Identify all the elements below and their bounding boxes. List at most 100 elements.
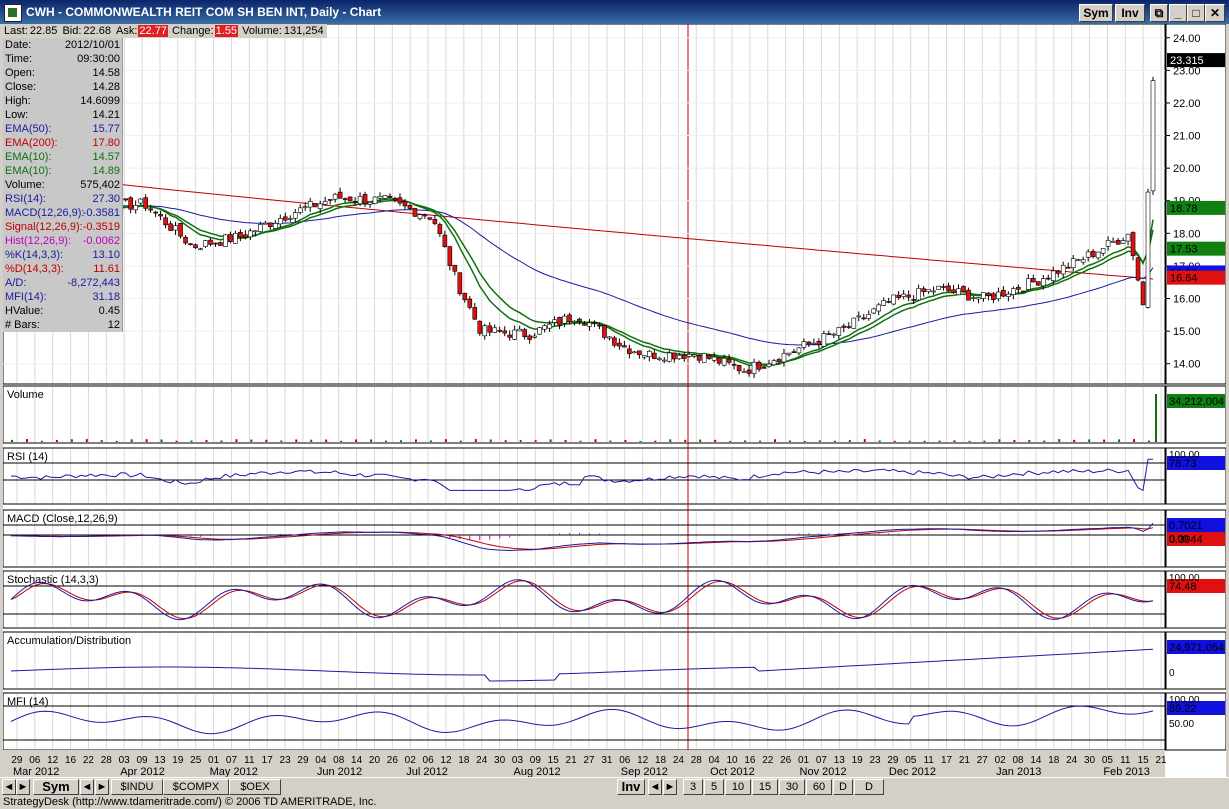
candle-body bbox=[532, 335, 537, 338]
price-tag-label: 16.64 bbox=[1170, 273, 1198, 285]
candle-body bbox=[302, 206, 308, 208]
price-tick-label: 18.00 bbox=[1173, 228, 1201, 240]
candle-body bbox=[911, 299, 916, 301]
period-60[interactable]: 60 bbox=[806, 779, 832, 795]
volume-bar bbox=[175, 440, 178, 442]
candle-body bbox=[617, 342, 622, 347]
chart-area[interactable]: 29 06 12 16 22 28 03 09 13 19 25 01 07 11 17 23 29 04 08 14… bbox=[2, 23, 1227, 778]
data-window-row: EMA(50): 15.77 bbox=[3, 122, 122, 136]
x-tick-label: 06 bbox=[29, 755, 41, 766]
close-icon[interactable]: ✕ bbox=[1205, 4, 1225, 22]
tab-prev-icon[interactable]: ◄ bbox=[80, 779, 94, 795]
x-tick-label: 12 bbox=[440, 755, 452, 766]
data-window-value: 14.58 bbox=[92, 67, 120, 79]
last-value: 22.85 bbox=[29, 25, 58, 37]
price-tick-label: 15.00 bbox=[1173, 326, 1201, 338]
candle-body bbox=[208, 239, 213, 245]
x-month-label: Mar 2012 bbox=[13, 766, 59, 778]
candle-body bbox=[1105, 240, 1111, 247]
candle-body bbox=[282, 216, 288, 221]
inv-button[interactable]: Inv bbox=[1115, 4, 1145, 22]
data-window-value: -0.3519 bbox=[82, 221, 120, 233]
volume-bar bbox=[1103, 439, 1106, 442]
tab-oex[interactable]: $OEX bbox=[229, 779, 281, 795]
candle-body bbox=[592, 321, 597, 324]
data-window-value: 0.45 bbox=[98, 305, 120, 317]
price-tick-label: 24.00 bbox=[1173, 33, 1201, 45]
data-window-label: High: bbox=[5, 95, 31, 107]
candle-body bbox=[831, 333, 837, 336]
x-tick-label: 14 bbox=[351, 755, 363, 766]
candle-body bbox=[786, 352, 792, 355]
panel-value: 0.3944 bbox=[1169, 534, 1203, 546]
x-tick-label: 18 bbox=[1048, 755, 1060, 766]
period-15[interactable]: 15 bbox=[752, 779, 778, 795]
tab-indu[interactable]: $INDU bbox=[111, 779, 163, 795]
candle-body bbox=[342, 198, 348, 200]
candle-body bbox=[1016, 286, 1021, 290]
chart-svg[interactable]: 29 06 12 16 22 28 03 09 13 19 25 01 07 11 17 23 29 04 08 14… bbox=[2, 23, 1227, 778]
minimize-icon[interactable]: _ bbox=[1169, 4, 1187, 22]
x-tick-label: 05 bbox=[1102, 755, 1114, 766]
candle-body bbox=[502, 330, 508, 334]
volume-bar bbox=[1155, 394, 1157, 442]
candle-body bbox=[447, 246, 453, 266]
candle-body bbox=[1031, 277, 1036, 283]
sym-button[interactable]: Sym bbox=[1079, 4, 1113, 22]
data-window-label: Open: bbox=[5, 67, 35, 79]
volume-bar bbox=[624, 440, 627, 442]
period-d[interactable]: D bbox=[833, 779, 853, 795]
candle-body bbox=[647, 350, 652, 358]
candle-body bbox=[522, 329, 527, 338]
candle-body bbox=[397, 197, 403, 204]
candle-body bbox=[352, 201, 358, 203]
data-window-label: RSI(14): bbox=[5, 193, 46, 205]
scroll-left-icon[interactable]: ◄ bbox=[2, 779, 16, 795]
sym-tab-button[interactable]: Sym bbox=[33, 779, 79, 795]
panel-value: 78.73 bbox=[1169, 458, 1197, 470]
volume-bar bbox=[280, 440, 283, 442]
volume-bar bbox=[594, 439, 597, 442]
maximize-icon[interactable]: □ bbox=[1187, 4, 1205, 22]
title-bar: CWH - COMMONWEALTH REIT COM SH BEN INT, … bbox=[0, 0, 1229, 24]
x-month-label: May 2012 bbox=[210, 766, 258, 778]
period-10[interactable]: 10 bbox=[725, 779, 751, 795]
x-tick-label: 30 bbox=[1084, 755, 1096, 766]
x-tick-label: 03 bbox=[512, 755, 524, 766]
period-3[interactable]: 3 bbox=[683, 779, 703, 795]
candle-body bbox=[238, 231, 243, 238]
candle-body bbox=[656, 357, 662, 360]
candle-body bbox=[886, 301, 891, 303]
candle-body bbox=[681, 354, 687, 359]
period-d-dropdown[interactable]: D bbox=[854, 779, 884, 795]
ema200-line bbox=[10, 170, 1154, 280]
tab-next-icon[interactable]: ► bbox=[95, 779, 109, 795]
scroll-right-icon[interactable]: ► bbox=[16, 779, 30, 795]
candle-body bbox=[417, 214, 423, 219]
candle-body bbox=[357, 195, 363, 205]
period-30[interactable]: 30 bbox=[779, 779, 805, 795]
volume-bar bbox=[325, 439, 328, 442]
detach-icon[interactable]: ⧉ bbox=[1150, 4, 1168, 22]
data-window-label: EMA(10): bbox=[5, 151, 52, 163]
volume-bar bbox=[744, 440, 747, 442]
tab-compx[interactable]: $COMPX bbox=[163, 779, 229, 795]
period-5[interactable]: 5 bbox=[704, 779, 724, 795]
data-window-value: 09:30:00 bbox=[77, 53, 120, 65]
candle-body bbox=[477, 320, 483, 334]
status-bar: StrategyDesk (http://www.tdameritrade.co… bbox=[0, 795, 1229, 809]
inv-tab-button[interactable]: Inv bbox=[617, 779, 645, 795]
candle-body bbox=[372, 196, 378, 204]
candle-body bbox=[871, 308, 877, 314]
candle-body bbox=[607, 336, 612, 339]
candle-body bbox=[961, 286, 966, 292]
candle-body bbox=[442, 234, 448, 247]
data-window-label: EMA(10): bbox=[5, 165, 52, 177]
period-prev-icon[interactable]: ◄ bbox=[648, 779, 662, 795]
volume-bar bbox=[190, 440, 193, 442]
period-next-icon[interactable]: ► bbox=[663, 779, 677, 795]
candle-body bbox=[661, 359, 667, 362]
panel-frame bbox=[2, 570, 1166, 629]
candle-body bbox=[771, 360, 777, 366]
data-window-label: # Bars: bbox=[5, 319, 40, 331]
